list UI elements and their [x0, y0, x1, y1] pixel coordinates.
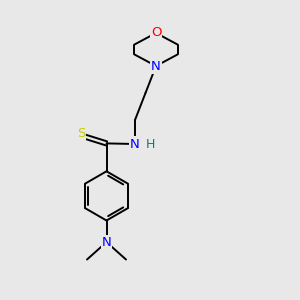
- Text: N: N: [151, 59, 161, 73]
- Text: N: N: [130, 137, 140, 151]
- Text: H: H: [146, 137, 155, 151]
- Text: N: N: [102, 236, 111, 249]
- Text: O: O: [151, 26, 161, 40]
- Text: S: S: [77, 127, 85, 140]
